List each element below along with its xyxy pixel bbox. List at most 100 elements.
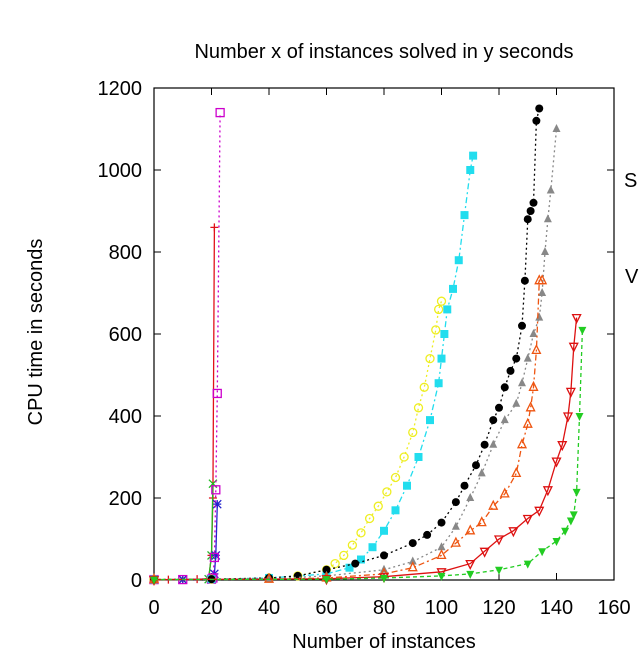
data-point bbox=[380, 574, 388, 583]
data-point bbox=[532, 116, 541, 125]
y-tick-label: 0 bbox=[131, 570, 142, 592]
data-point bbox=[522, 514, 533, 525]
data-point bbox=[437, 542, 446, 551]
x-tick-label: 160 bbox=[597, 597, 630, 619]
data-point bbox=[414, 453, 423, 461]
data-point bbox=[460, 211, 469, 220]
data-point bbox=[373, 501, 383, 511]
data-point bbox=[339, 550, 349, 561]
data-point bbox=[451, 498, 460, 507]
data-point bbox=[506, 366, 515, 375]
x-tick-label: 20 bbox=[200, 597, 222, 619]
data-point bbox=[520, 276, 529, 285]
data-point bbox=[210, 223, 219, 232]
data-point bbox=[495, 403, 503, 412]
series-line bbox=[154, 112, 221, 581]
data-point bbox=[535, 312, 544, 321]
data-point bbox=[489, 439, 498, 448]
data-point bbox=[466, 570, 475, 579]
series-line bbox=[154, 227, 216, 581]
data-point bbox=[508, 527, 519, 538]
data-point bbox=[537, 274, 548, 285]
data-point bbox=[407, 561, 418, 572]
data-point bbox=[552, 124, 561, 132]
data-point bbox=[557, 441, 568, 452]
data-point bbox=[413, 403, 424, 413]
data-point bbox=[408, 539, 417, 548]
y-tick-label: 1000 bbox=[98, 160, 143, 182]
series-line bbox=[153, 300, 443, 581]
data-point bbox=[436, 296, 447, 306]
data-point bbox=[523, 215, 532, 224]
data-point bbox=[211, 485, 221, 495]
data-point bbox=[419, 382, 429, 392]
data-point bbox=[449, 284, 457, 293]
data-point bbox=[322, 576, 331, 585]
data-point bbox=[500, 383, 509, 392]
data-point bbox=[512, 398, 521, 407]
series-line bbox=[153, 108, 540, 581]
data-point bbox=[437, 354, 446, 363]
data-point bbox=[561, 527, 570, 536]
data-point bbox=[347, 540, 358, 550]
data-point bbox=[466, 493, 475, 501]
data-point bbox=[408, 556, 417, 565]
data-point bbox=[356, 528, 366, 538]
data-point bbox=[437, 518, 446, 527]
data-point bbox=[538, 288, 547, 296]
data-point bbox=[569, 511, 578, 520]
data-point bbox=[209, 552, 220, 563]
data-point bbox=[263, 572, 275, 583]
data-point bbox=[578, 326, 587, 335]
data-point bbox=[212, 388, 222, 399]
data-point bbox=[433, 304, 444, 315]
y-axis: 0 200 400 600 800 1000 1200 bbox=[98, 78, 614, 592]
data-point bbox=[525, 401, 536, 412]
series-8 bbox=[148, 274, 548, 584]
data-point bbox=[528, 380, 539, 391]
data-point bbox=[479, 547, 490, 558]
data-point bbox=[480, 440, 489, 449]
data-point bbox=[529, 198, 538, 207]
series-line bbox=[153, 155, 474, 581]
y-tick-label: 800 bbox=[109, 242, 142, 264]
x-tick-label: 60 bbox=[315, 597, 337, 619]
data-point bbox=[454, 256, 463, 265]
legend-fragment-s: S bbox=[624, 170, 637, 192]
series-line bbox=[154, 483, 214, 581]
data-point bbox=[211, 550, 221, 560]
data-point bbox=[380, 526, 388, 535]
data-point bbox=[215, 107, 225, 118]
data-point bbox=[207, 550, 216, 560]
data-point bbox=[476, 516, 487, 527]
data-point bbox=[345, 563, 354, 572]
series-6 bbox=[150, 104, 544, 584]
data-point bbox=[562, 412, 574, 423]
y-tick-label: 1200 bbox=[98, 78, 143, 100]
series-line bbox=[153, 317, 578, 581]
data-point bbox=[500, 415, 509, 424]
series-10 bbox=[150, 326, 587, 585]
data-point bbox=[368, 543, 377, 552]
data-point bbox=[551, 457, 562, 468]
y-tick-label: 600 bbox=[109, 324, 142, 346]
series-layer bbox=[148, 104, 587, 587]
data-point bbox=[565, 387, 576, 398]
data-point bbox=[575, 413, 584, 421]
data-point bbox=[322, 565, 331, 574]
data-point bbox=[489, 416, 498, 425]
data-point bbox=[408, 427, 418, 438]
series-line bbox=[153, 128, 558, 581]
data-point bbox=[535, 104, 544, 113]
data-point bbox=[382, 487, 392, 497]
data-point bbox=[150, 576, 158, 585]
series-line bbox=[154, 504, 218, 581]
data-point bbox=[440, 330, 449, 338]
data-point bbox=[571, 313, 582, 325]
data-point bbox=[351, 559, 360, 568]
series-4 bbox=[149, 296, 447, 585]
data-point bbox=[568, 342, 579, 353]
series-5 bbox=[150, 151, 478, 584]
x-tick-label: 80 bbox=[373, 597, 395, 619]
